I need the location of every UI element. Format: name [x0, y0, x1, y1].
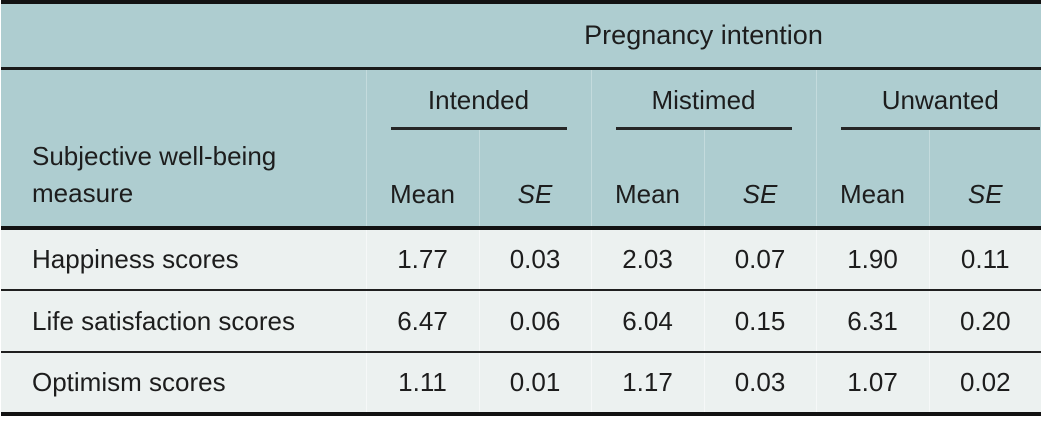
cell-value: 0.06 — [478, 289, 591, 352]
cell-value: 6.47 — [365, 289, 479, 352]
pregnancy-intention-table: Pregnancy intention Subjective well-bein… — [1, 0, 1042, 416]
group-header-unwanted-label: Unwanted — [840, 85, 1041, 130]
cell-value: 0.20 — [928, 289, 1042, 352]
group-header-mistimed: Mistimed — [590, 68, 816, 130]
cell-value: 0.15 — [703, 289, 816, 352]
row-label: Happiness scores — [1, 228, 366, 290]
cell-value: 6.31 — [815, 289, 929, 352]
mean-header-intended: Mean — [365, 130, 479, 230]
stub-blank-cell — [1, 2, 366, 70]
cell-value: 1.17 — [590, 351, 704, 414]
cell-value: 6.04 — [590, 289, 704, 352]
subheader-row: Mean SE Mean SE Mean SE — [1, 130, 1042, 230]
group-header-unwanted: Unwanted — [815, 68, 1042, 130]
cell-value: 0.03 — [703, 351, 816, 414]
cell-value: 1.77 — [365, 228, 479, 290]
cell-value: 0.03 — [478, 228, 591, 290]
group-header-intended: Intended — [365, 68, 591, 130]
cell-value: 0.07 — [703, 228, 816, 290]
group-header-row: Subjective well-being measure Intended M… — [1, 68, 1042, 230]
stub-header: Subjective well-being measure — [1, 68, 366, 230]
se-header-intended: SE — [478, 130, 591, 230]
group-header-intended-label: Intended — [390, 85, 567, 130]
se-header-unwanted: SE — [928, 130, 1042, 230]
cell-value: 1.07 — [815, 351, 929, 414]
row-label: Optimism scores — [1, 351, 366, 414]
mean-header-unwanted: Mean — [815, 130, 929, 230]
table-row-life-satisfaction: Life satisfaction scores 6.47 0.06 6.04 … — [1, 289, 1042, 352]
row-label: Life satisfaction scores — [1, 289, 366, 352]
table-row-happiness: Happiness scores 1.77 0.03 2.03 0.07 1.9… — [1, 228, 1042, 290]
se-header-mistimed: SE — [703, 130, 816, 230]
group-header-mistimed-label: Mistimed — [615, 85, 792, 130]
table-row-optimism: Optimism scores 1.11 0.01 1.17 0.03 1.07… — [1, 351, 1042, 414]
table-title-spanner: Pregnancy intention — [366, 2, 1042, 70]
title-row: Pregnancy intention — [1, 2, 1042, 70]
cell-value: 2.03 — [590, 228, 704, 290]
cell-value: 1.11 — [365, 351, 479, 414]
mean-header-mistimed: Mean — [590, 130, 704, 230]
cell-value: 0.01 — [478, 351, 591, 414]
cell-value: 0.11 — [928, 228, 1042, 290]
cell-value: 1.90 — [815, 228, 929, 290]
stub-header-label: Subjective well-being measure — [32, 141, 277, 209]
cell-value: 0.02 — [928, 351, 1042, 414]
